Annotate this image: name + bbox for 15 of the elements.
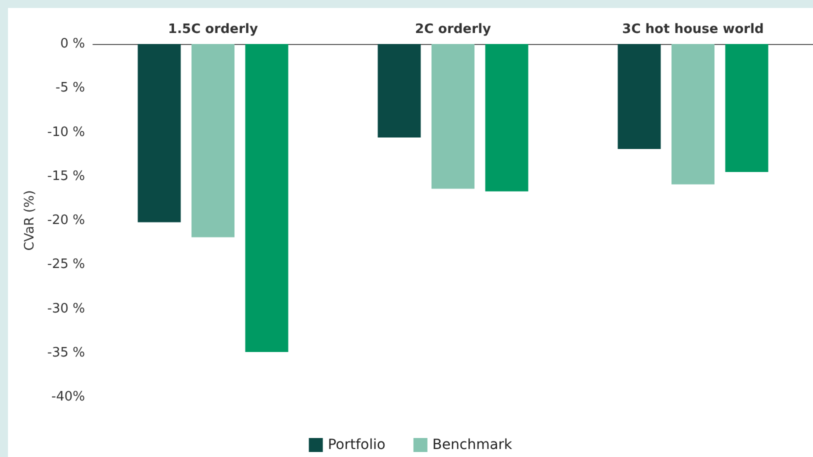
y-tick-label: 0 % xyxy=(60,36,85,52)
y-tick-label: -15 % xyxy=(47,168,85,184)
legend-label: Benchmark xyxy=(432,437,514,453)
y-axis-title: CVaR (%) xyxy=(22,190,38,251)
y-tick-label: -10 % xyxy=(47,124,85,140)
x-tick-label: 2C orderly xyxy=(415,22,492,37)
legend-label: Portfolio xyxy=(328,437,386,453)
y-tick-label: -5 % xyxy=(56,80,85,96)
y-tick-label: -30 % xyxy=(47,301,85,316)
y-tick-label: -25 % xyxy=(47,257,85,272)
y-tick-label: -40% xyxy=(51,390,85,404)
x-tick-label: 1.5C orderly xyxy=(168,22,258,37)
y-tick-label: -20 % xyxy=(47,213,85,228)
y-tick-label: -35 % xyxy=(47,345,85,360)
x-tick-label: 3C hot house world xyxy=(622,22,764,37)
